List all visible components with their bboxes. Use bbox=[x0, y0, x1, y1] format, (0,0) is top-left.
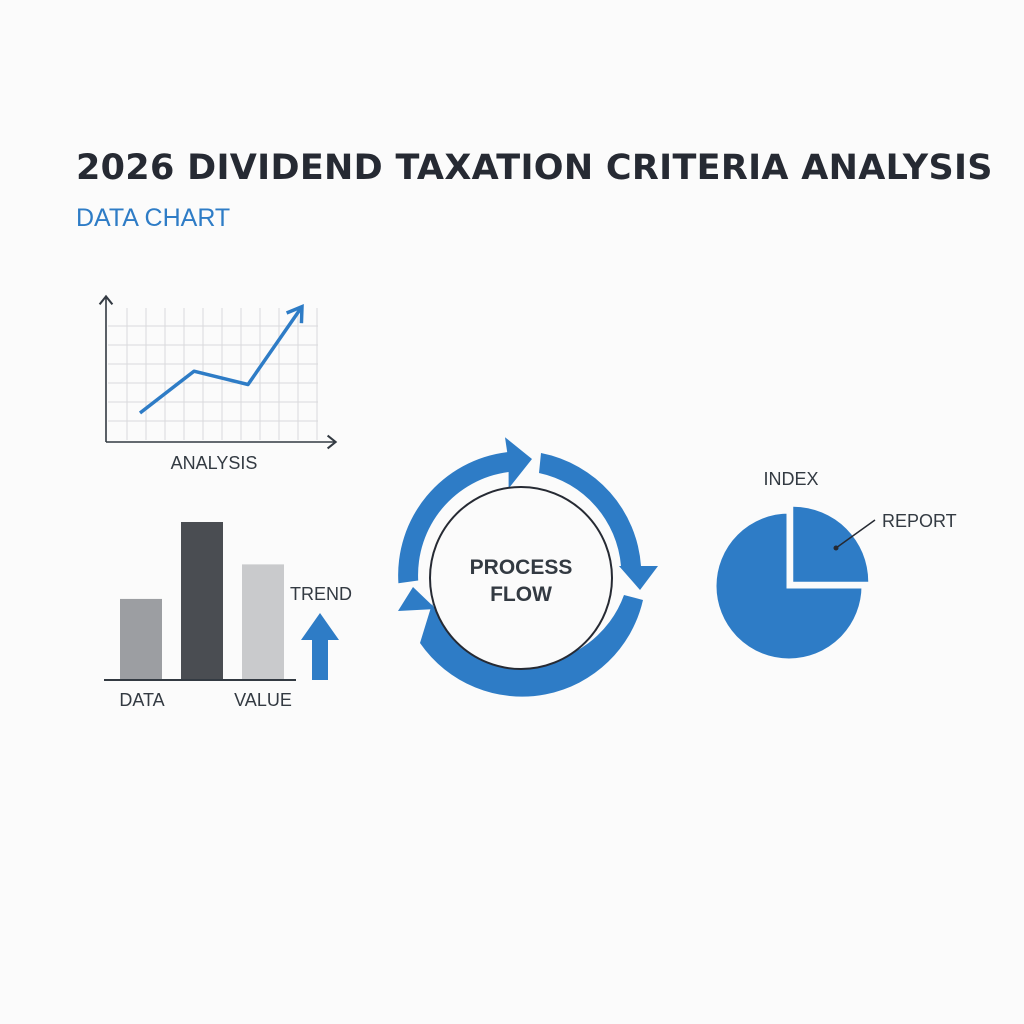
pie-slice-2 bbox=[711, 508, 867, 664]
pie-chart: INDEX REPORT bbox=[711, 469, 957, 664]
cycle-arrow-left-head bbox=[398, 587, 436, 611]
bar-chart-label-value: VALUE bbox=[234, 690, 292, 710]
pie-title: INDEX bbox=[763, 469, 818, 489]
line-trend-arrowhead bbox=[285, 303, 304, 324]
report-leader-line bbox=[835, 519, 876, 549]
bar-chart-bars bbox=[120, 522, 284, 679]
page-subtitle: DATA CHART bbox=[76, 204, 231, 232]
report-leader-dot bbox=[833, 545, 839, 551]
cycle-arrow-bottom bbox=[420, 595, 643, 697]
process-flow-label-line2: FLOW bbox=[490, 583, 552, 606]
bar-chart: DATA VALUE TREND bbox=[104, 522, 352, 710]
bar-3 bbox=[242, 564, 284, 679]
process-flow-center bbox=[429, 486, 613, 670]
cycle-arrow-top bbox=[398, 437, 532, 584]
trend-label: TREND bbox=[290, 584, 352, 604]
line-series-path bbox=[138, 305, 304, 415]
line-chart-series bbox=[138, 303, 304, 415]
page-title: 2026 DIVIDEND TAXATION CRITERIA ANALYSIS bbox=[76, 148, 993, 188]
pie-slice-1 bbox=[793, 506, 869, 582]
line-chart-x-label: ANALYSIS bbox=[171, 453, 258, 473]
process-flow-label-line1: PROCESS bbox=[470, 556, 573, 579]
line-chart: ANALYSIS bbox=[98, 294, 338, 473]
process-flow-diagram: PROCESS FLOW bbox=[398, 437, 658, 697]
cycle-arrow-right bbox=[539, 453, 658, 590]
bar-1 bbox=[120, 598, 162, 679]
bar-2 bbox=[181, 522, 223, 679]
bar-chart-label-data: DATA bbox=[119, 690, 164, 710]
up-arrow-icon bbox=[301, 613, 339, 680]
pie-slice-label-report: REPORT bbox=[882, 511, 957, 531]
pie-slices bbox=[711, 506, 869, 664]
line-chart-grid bbox=[108, 308, 318, 440]
